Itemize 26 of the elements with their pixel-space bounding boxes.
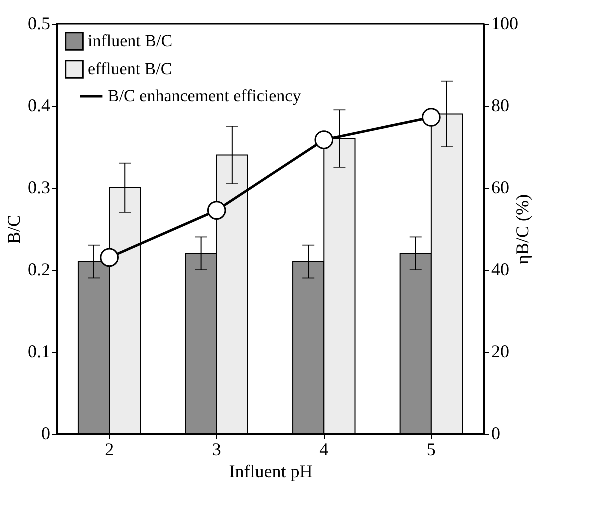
x-tick-label: 3: [212, 440, 222, 460]
y2-tick-label: 80: [492, 96, 510, 116]
x-axis-title: Influent pH: [229, 462, 313, 482]
y-tick-label: 0.5: [28, 14, 50, 34]
legend-label: effluent B/C: [88, 60, 172, 78]
point: [314, 130, 334, 150]
legend-label: influent B/C: [88, 32, 173, 50]
y-axis-title: B/C: [4, 214, 24, 244]
y-tick-label: 0.3: [28, 178, 50, 198]
y2-tick-label: 100: [492, 14, 518, 34]
y-tick-label: 0.2: [28, 260, 50, 280]
x-tick-label: 4: [320, 440, 329, 460]
y2-axis-title: ηB/C (%): [512, 194, 532, 264]
point: [422, 108, 441, 127]
point: [100, 248, 119, 268]
x-tick-label: 2: [105, 440, 114, 460]
y2-tick-label: 60: [492, 178, 510, 198]
y2-tick-label: 40: [492, 260, 510, 280]
point: [207, 201, 226, 220]
x-tick-label: 5: [426, 440, 436, 460]
legend-label: B/C enhancement efficiency: [108, 86, 302, 106]
y2-tick-label: 20: [492, 342, 510, 362]
y2-tick-label: 0: [492, 424, 500, 444]
y-tick-label: 0: [42, 424, 50, 444]
y-tick-label: 0.4: [28, 96, 50, 116]
y-tick-label: 0.1: [28, 342, 50, 362]
